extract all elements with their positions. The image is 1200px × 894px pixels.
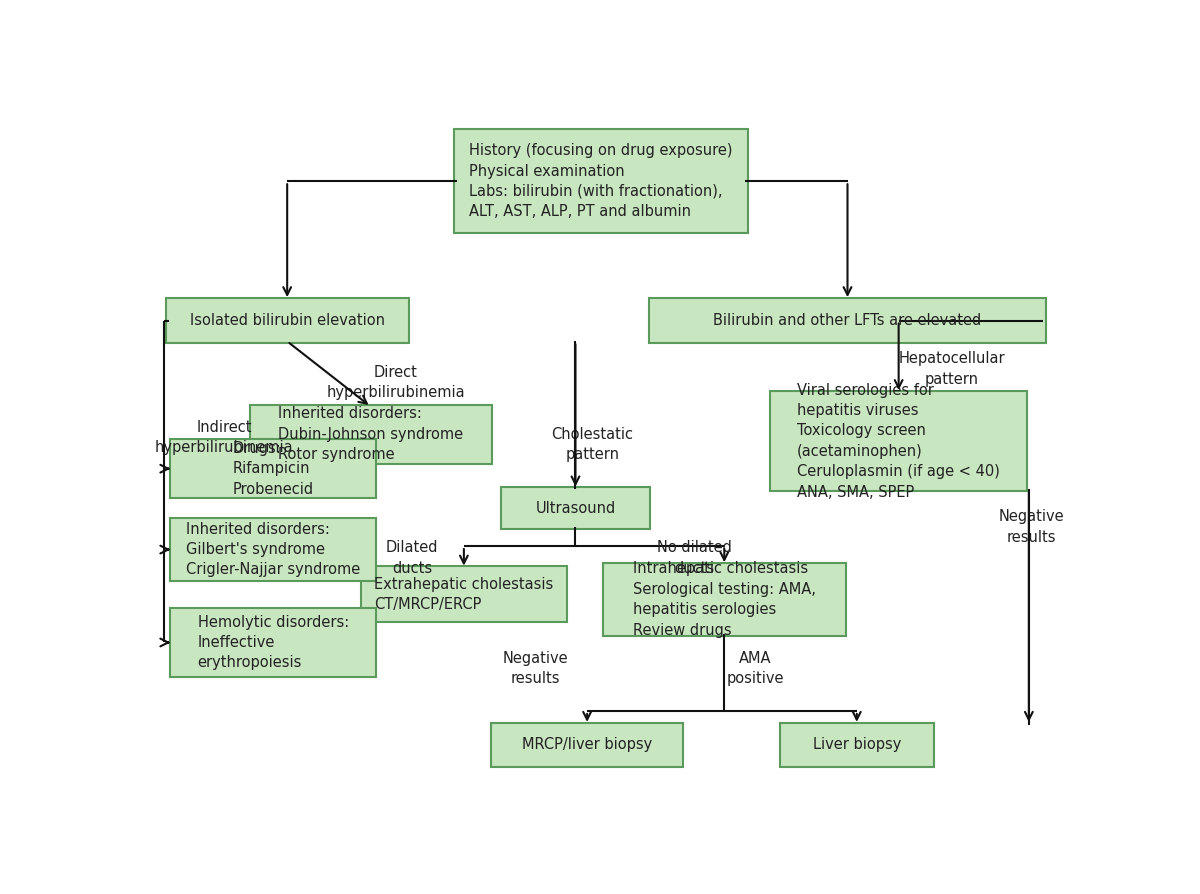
FancyBboxPatch shape (170, 519, 376, 581)
Text: MRCP/liver biopsy: MRCP/liver biopsy (522, 738, 653, 752)
FancyBboxPatch shape (500, 487, 650, 529)
Text: No dilated
ducts: No dilated ducts (656, 541, 732, 576)
FancyBboxPatch shape (649, 298, 1045, 343)
FancyBboxPatch shape (454, 130, 748, 233)
FancyBboxPatch shape (166, 298, 408, 343)
Text: Isolated bilirubin elevation: Isolated bilirubin elevation (190, 313, 385, 328)
Text: Liver biopsy: Liver biopsy (812, 738, 901, 752)
Text: Negative
results: Negative results (998, 510, 1064, 544)
Text: Cholestatic
pattern: Cholestatic pattern (552, 427, 634, 462)
FancyBboxPatch shape (780, 722, 934, 767)
FancyBboxPatch shape (250, 405, 492, 464)
Text: Hepatocellular
pattern: Hepatocellular pattern (899, 351, 1006, 386)
Text: Intrahepatic cholestasis
Serological testing: AMA,
hepatitis serologies
Review d: Intrahepatic cholestasis Serological tes… (632, 561, 816, 637)
Text: Direct
hyperbilirubinemia: Direct hyperbilirubinemia (326, 365, 466, 401)
Text: Ultrasound: Ultrasound (535, 501, 616, 516)
Text: Extrahepatic cholestasis
CT/MRCP/ERCP: Extrahepatic cholestasis CT/MRCP/ERCP (374, 577, 553, 612)
FancyBboxPatch shape (491, 722, 683, 767)
FancyBboxPatch shape (602, 563, 846, 636)
Text: Inherited disorders:
Dubin-Johnson syndrome
Rotor syndrome: Inherited disorders: Dubin-Johnson syndr… (278, 407, 463, 462)
Text: History (focusing on drug exposure)
Physical examination
Labs: bilirubin (with f: History (focusing on drug exposure) Phys… (469, 143, 733, 219)
FancyBboxPatch shape (170, 608, 376, 678)
Text: Drugs:
Rifampicin
Probenecid: Drugs: Rifampicin Probenecid (233, 441, 313, 496)
FancyBboxPatch shape (770, 391, 1027, 492)
Text: Inherited disorders:
Gilbert's syndrome
Crigler-Najjar syndrome: Inherited disorders: Gilbert's syndrome … (186, 522, 360, 578)
Text: Viral serologies for
hepatitis viruses
Toxicology screen
(acetaminophen)
Cerulop: Viral serologies for hepatitis viruses T… (797, 383, 1000, 500)
FancyBboxPatch shape (361, 567, 566, 622)
Text: AMA
positive: AMA positive (727, 651, 784, 686)
Text: Hemolytic disorders:
Ineffective
erythropoiesis: Hemolytic disorders: Ineffective erythro… (198, 614, 349, 670)
Text: Negative
results: Negative results (503, 651, 569, 686)
FancyBboxPatch shape (170, 439, 376, 498)
Text: Indirect
hyperbilirubinemia: Indirect hyperbilirubinemia (155, 420, 293, 455)
Text: Dilated
ducts: Dilated ducts (386, 541, 438, 576)
Text: Bilirubin and other LFTs are elevated: Bilirubin and other LFTs are elevated (713, 313, 982, 328)
